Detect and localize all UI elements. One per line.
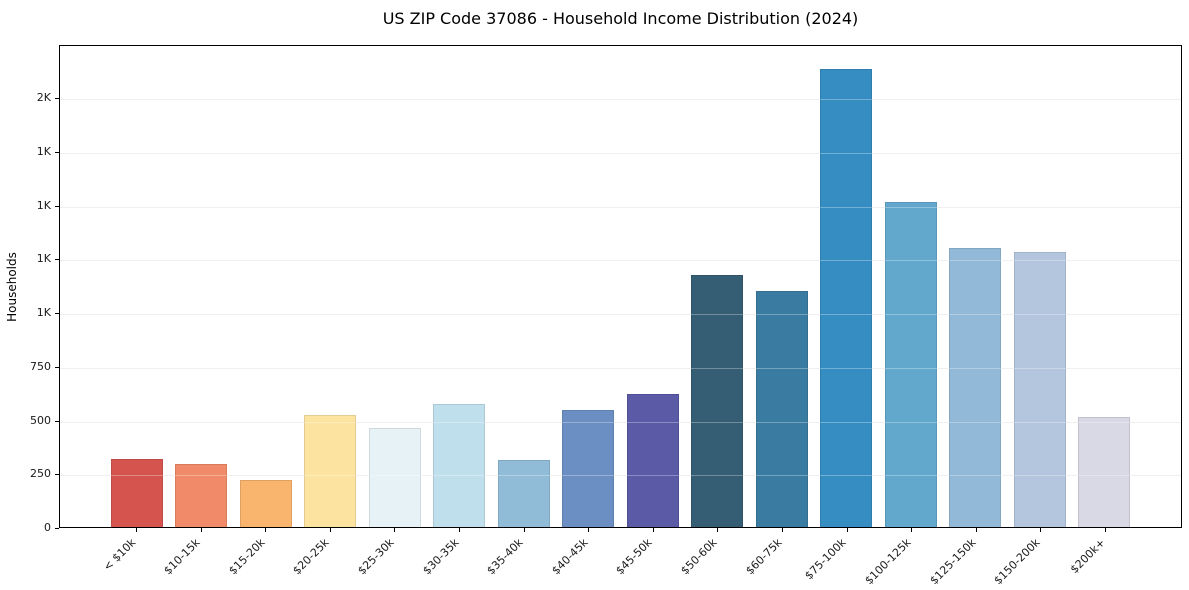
y-tick-mark <box>55 205 59 207</box>
x-tick-mark <box>200 528 202 532</box>
x-tick-mark <box>1105 528 1107 532</box>
y-tick-label: 0 <box>44 521 51 534</box>
y-tick-label: 2K <box>36 91 51 105</box>
x-tick-label-text: $20-25k <box>290 536 332 578</box>
y-tick-label: 250 <box>30 467 51 481</box>
bar <box>626 394 679 527</box>
y-tick-mark <box>55 366 59 368</box>
plot-area <box>59 45 1182 528</box>
x-tick-label-text: < $10k <box>100 536 139 574</box>
chart-title: US ZIP Code 37086 - Household Income Dis… <box>382 9 859 28</box>
x-tick-label-text: $200k+ <box>1067 536 1108 577</box>
bar <box>562 410 615 527</box>
gridline <box>60 152 1181 154</box>
gridline-overlay <box>60 99 1181 101</box>
bar <box>884 202 937 527</box>
x-tick-mark <box>911 528 913 532</box>
gridline-overlay <box>60 260 1181 262</box>
bar <box>368 428 421 527</box>
gridline <box>60 314 1181 316</box>
x-tick-label-text: $75-100k <box>802 536 849 583</box>
y-tick-mark <box>55 98 59 100</box>
x-tick-label-text: $45-50k <box>613 536 655 578</box>
gridline <box>60 421 1181 423</box>
x-tick-mark <box>717 528 719 532</box>
bar <box>497 460 550 527</box>
bar <box>820 68 873 527</box>
x-tick-mark <box>652 528 654 532</box>
x-tick-label-text: $15-20k <box>226 536 268 578</box>
y-tick-mark <box>55 420 59 422</box>
x-tick-label-text: $60-75k <box>742 536 785 578</box>
x-tick-mark <box>588 528 590 532</box>
x-tick-label-text: $125-150k <box>926 536 979 588</box>
gridline <box>60 475 1181 477</box>
y-tick-label: 1K <box>36 306 51 320</box>
gridline-overlay <box>60 421 1181 423</box>
x-tick-mark <box>458 528 460 532</box>
bar <box>755 291 808 527</box>
y-tick-mark <box>55 528 59 529</box>
bar <box>691 275 744 527</box>
bar <box>949 247 1002 527</box>
y-tick-mark <box>55 474 59 476</box>
y-tick-mark <box>55 313 59 315</box>
x-tick-mark <box>1040 528 1042 532</box>
x-tick-mark <box>782 528 784 532</box>
gridline-overlay <box>60 475 1181 477</box>
bar <box>110 458 163 527</box>
y-tick-mark <box>55 259 59 261</box>
y-tick-label: 1K <box>36 144 51 158</box>
x-tick-mark <box>523 528 525 532</box>
y-tick-label: 1K <box>36 198 51 212</box>
x-tick-label-text: $150-200k <box>991 536 1043 588</box>
bar <box>1078 417 1131 527</box>
y-tick-mark <box>55 151 59 153</box>
x-tick-mark <box>135 528 137 532</box>
x-tick-mark <box>846 528 848 532</box>
bar <box>433 403 486 527</box>
x-tick-label-text: $100-125k <box>862 536 914 588</box>
x-tick-mark <box>394 528 396 532</box>
y-tick-label: 750 <box>30 359 51 373</box>
x-tick-label-text: $35-40k <box>484 536 526 578</box>
gridline <box>60 367 1181 369</box>
gridline <box>60 206 1181 208</box>
x-tick-label-text: $40-45k <box>549 536 591 578</box>
y-tick-label: 500 <box>30 413 51 427</box>
bar <box>1013 251 1066 527</box>
gridline <box>60 260 1181 262</box>
x-tick-mark <box>265 528 267 532</box>
x-tick-label-text: $30-35k <box>419 536 462 578</box>
y-tick-label: 1K <box>36 252 51 266</box>
gridline-overlay <box>60 314 1181 316</box>
x-tick-label-text: $10-15k <box>161 536 203 578</box>
x-tick-label-text: $50-60k <box>678 536 720 578</box>
x-tick-mark <box>975 528 977 532</box>
x-tick-mark <box>329 528 331 532</box>
bar <box>304 414 357 527</box>
gridline-overlay <box>60 206 1181 208</box>
gridline-overlay <box>60 152 1181 154</box>
bar <box>239 479 292 527</box>
x-tick-label-text: $25-30k <box>355 536 397 578</box>
y-axis-label: Households <box>5 252 19 322</box>
gridline <box>60 99 1181 101</box>
bar <box>175 463 228 527</box>
gridline-overlay <box>60 367 1181 369</box>
